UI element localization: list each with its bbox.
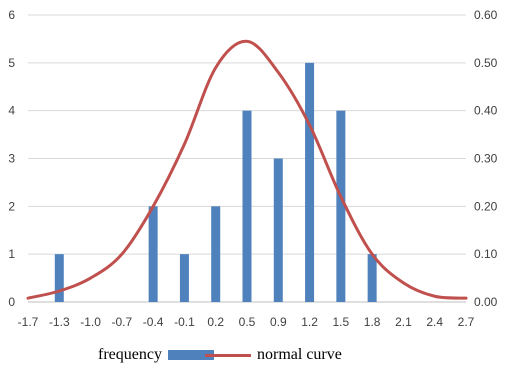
x-tick-label: 2.7 xyxy=(458,315,475,329)
right-tick-label: 0.40 xyxy=(474,104,498,118)
bar-frequency xyxy=(211,206,221,302)
x-tick-label: -0.1 xyxy=(174,315,195,329)
left-tick-label: 4 xyxy=(8,104,15,118)
right-tick-label: 0.50 xyxy=(474,56,498,70)
x-tick-label: 0.2 xyxy=(207,315,224,329)
legend-swatch-frequency xyxy=(167,350,214,360)
x-tick-label: 1.5 xyxy=(333,315,350,329)
right-tick-label: 0.30 xyxy=(474,152,498,166)
x-tick-label: 0.9 xyxy=(270,315,287,329)
bar-frequency xyxy=(336,110,346,303)
left-tick-label: 6 xyxy=(8,8,15,22)
right-axis-ticks: 0.00 0.10 0.20 0.30 0.40 0.50 0.60 xyxy=(474,8,498,309)
legend-item-frequency: frequency xyxy=(98,346,214,364)
legend-swatch-normal-curve xyxy=(205,353,251,357)
left-tick-label: 0 xyxy=(8,295,15,309)
x-tick-label: -0.7 xyxy=(112,315,133,329)
normal-curve-line xyxy=(26,39,468,300)
right-tick-label: 0.60 xyxy=(474,8,498,22)
legend-item-normal-curve: normal curve xyxy=(205,346,342,364)
x-tick-label: 2.4 xyxy=(426,315,443,329)
left-tick-label: 3 xyxy=(8,152,15,166)
left-tick-label: 5 xyxy=(8,56,15,70)
bar-frequency xyxy=(148,206,158,302)
legend-label-normal-curve: normal curve xyxy=(257,346,342,363)
right-tick-label: 0.00 xyxy=(474,295,498,309)
chart: 0 1 2 3 4 5 6 0.00 0.10 0.20 0.30 0.40 0.50 0.60 -1.… xyxy=(8,8,498,329)
bar-frequency xyxy=(179,254,189,302)
bar-frequency xyxy=(305,62,315,303)
x-tick-label: -1.3 xyxy=(49,315,70,329)
normal-curve-group xyxy=(26,39,468,300)
left-axis-ticks: 0 1 2 3 4 5 6 xyxy=(8,8,15,309)
bar-frequency xyxy=(273,158,283,302)
legend: frequency normal curve xyxy=(0,346,505,368)
x-tick-label: -0.4 xyxy=(143,315,164,329)
x-tick-label: -1.0 xyxy=(80,315,101,329)
x-axis-ticks: -1.7 -1.3 -1.0 -0.7 -0.4 -0.1 0.2 0.5 0.9 1.2 1.5 1… xyxy=(18,315,475,329)
x-tick-label: 1.2 xyxy=(301,315,318,329)
right-tick-label: 0.20 xyxy=(474,199,498,213)
bars xyxy=(54,62,377,303)
bar-frequency xyxy=(54,254,64,302)
bar-frequency xyxy=(367,254,377,302)
right-tick-label: 0.10 xyxy=(474,247,498,261)
x-tick-label: 2.1 xyxy=(395,315,412,329)
left-tick-label: 2 xyxy=(8,199,15,213)
legend-label-frequency: frequency xyxy=(98,346,162,363)
left-tick-label: 1 xyxy=(8,247,15,261)
x-tick-label: 1.8 xyxy=(364,315,381,329)
x-tick-label: 0.5 xyxy=(239,315,256,329)
x-tick-label: -1.7 xyxy=(18,315,39,329)
bar-frequency xyxy=(242,110,252,303)
